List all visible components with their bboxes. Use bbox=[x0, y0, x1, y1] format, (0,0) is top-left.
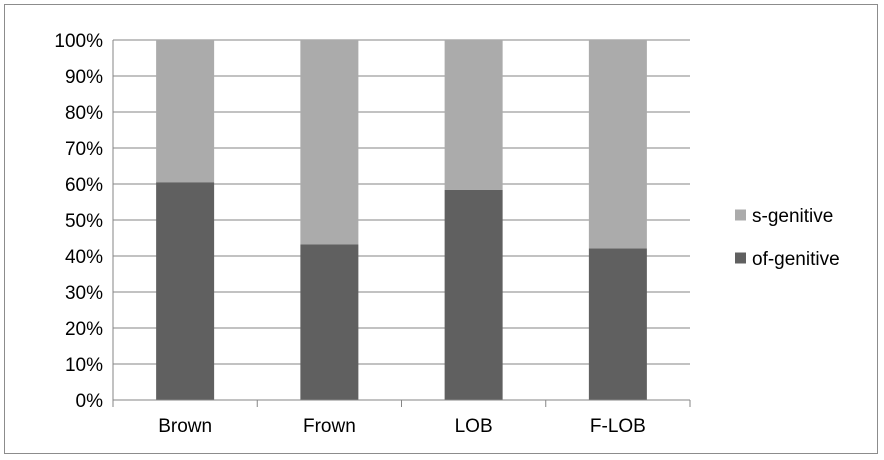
x-tick-label: LOB bbox=[455, 416, 493, 437]
bar-segment-s-genitive bbox=[588, 40, 647, 249]
bar-segment-of-genitive bbox=[444, 189, 503, 400]
y-tick-label: 70% bbox=[65, 139, 103, 160]
bar-segment-of-genitive bbox=[588, 248, 647, 400]
legend-label: s-genitive bbox=[752, 206, 833, 227]
y-tick-label: 90% bbox=[65, 67, 103, 88]
x-tick-label: Brown bbox=[158, 416, 212, 437]
legend-label: of-genitive bbox=[752, 249, 840, 270]
legend-swatch-s-genitive bbox=[735, 209, 746, 221]
y-tick-label: 0% bbox=[76, 391, 104, 412]
bars bbox=[156, 40, 647, 400]
axes bbox=[112, 40, 691, 407]
y-tick-label: 100% bbox=[54, 31, 103, 52]
chart-frame bbox=[4, 4, 878, 454]
y-tick-label: 40% bbox=[65, 247, 103, 268]
bar-segment-s-genitive bbox=[156, 40, 215, 183]
y-tick-label: 60% bbox=[65, 175, 103, 196]
bar-segment-of-genitive bbox=[156, 182, 215, 400]
x-tick-labels: Brown Frown LOB F-LOB bbox=[158, 416, 646, 437]
y-tick-label: 80% bbox=[65, 103, 103, 124]
y-tick-label: 30% bbox=[65, 283, 103, 304]
y-tick-label: 20% bbox=[65, 319, 103, 340]
y-tick-labels: 0% 10% 20% 30% 40% 50% 60% 70% 80% 90% 100% bbox=[54, 31, 103, 412]
x-tick-label: F-LOB bbox=[590, 416, 646, 437]
y-tick-label: 10% bbox=[65, 355, 103, 376]
y-tick-label: 50% bbox=[65, 211, 103, 232]
bar-segment-s-genitive bbox=[300, 40, 359, 245]
x-tick-label: Frown bbox=[303, 416, 356, 437]
legend: s-genitive of-genitive bbox=[735, 206, 840, 270]
legend-swatch-of-genitive bbox=[735, 252, 746, 264]
bar-segment-s-genitive bbox=[444, 40, 503, 190]
bar-segment-of-genitive bbox=[300, 244, 359, 400]
